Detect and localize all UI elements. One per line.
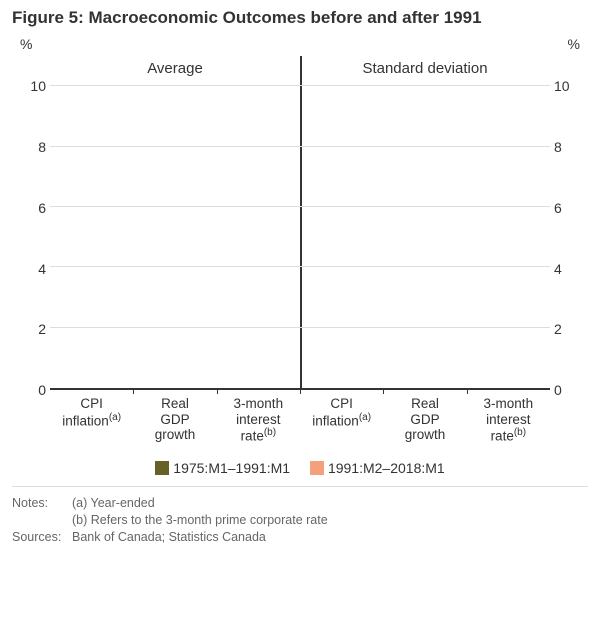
- legend: 1975:M1–1991:M1 1991:M2–2018:M1: [12, 460, 588, 476]
- chart: % % 0 2 4 6 8 10 0 2 4 6 8 10 Average Standard dev…: [12, 34, 588, 454]
- y-tick: 2: [554, 322, 588, 336]
- y-tick: 2: [12, 322, 46, 336]
- legend-label-2: 1991:M2–2018:M1: [328, 460, 445, 476]
- legend-swatch-1: [155, 461, 169, 475]
- x-tick-label: RealGDPgrowth: [383, 396, 466, 443]
- gridline: [50, 85, 550, 86]
- legend-item-2: 1991:M2–2018:M1: [310, 460, 445, 476]
- gridline: [50, 146, 550, 147]
- legend-item-1: 1975:M1–1991:M1: [155, 460, 290, 476]
- gridline: [50, 206, 550, 207]
- y-unit-right: %: [568, 36, 580, 52]
- x-tick-label: 3-monthinterestrate(b): [217, 396, 300, 444]
- notes-block: Notes: (a) Year-ended (b) Refers to the …: [12, 495, 588, 546]
- y-tick: 10: [12, 79, 46, 93]
- y-tick: 8: [12, 140, 46, 154]
- note-a: (a) Year-ended: [72, 495, 328, 512]
- y-tick: 0: [12, 383, 46, 397]
- gridline: [50, 266, 550, 267]
- y-unit-left: %: [20, 36, 32, 52]
- sources-text: Bank of Canada; Statistics Canada: [72, 529, 266, 546]
- divider-line: [12, 486, 588, 487]
- y-tick: 10: [554, 79, 588, 93]
- y-tick: 6: [554, 201, 588, 215]
- y-tick: 4: [554, 262, 588, 276]
- figure-title: Figure 5: Macroeconomic Outcomes before …: [12, 8, 588, 28]
- x-axis: CPIinflation(a)RealGDPgrowth3-monthinter…: [50, 392, 550, 454]
- y-tick: 6: [12, 201, 46, 215]
- y-tick: 0: [554, 383, 588, 397]
- notes-label: Notes:: [12, 495, 72, 529]
- legend-label-1: 1975:M1–1991:M1: [173, 460, 290, 476]
- x-tick-label: 3-monthinterestrate(b): [467, 396, 550, 444]
- plot-area: Average Standard deviation: [50, 56, 550, 390]
- x-tick-label: CPIinflation(a): [300, 396, 383, 429]
- gridline: [50, 327, 550, 328]
- sources-label: Sources:: [12, 529, 72, 546]
- legend-swatch-2: [310, 461, 324, 475]
- y-tick: 4: [12, 262, 46, 276]
- x-tick-label: RealGDPgrowth: [133, 396, 216, 443]
- y-tick: 8: [554, 140, 588, 154]
- note-b: (b) Refers to the 3-month prime corporat…: [72, 512, 328, 529]
- x-tick-label: CPIinflation(a): [50, 396, 133, 429]
